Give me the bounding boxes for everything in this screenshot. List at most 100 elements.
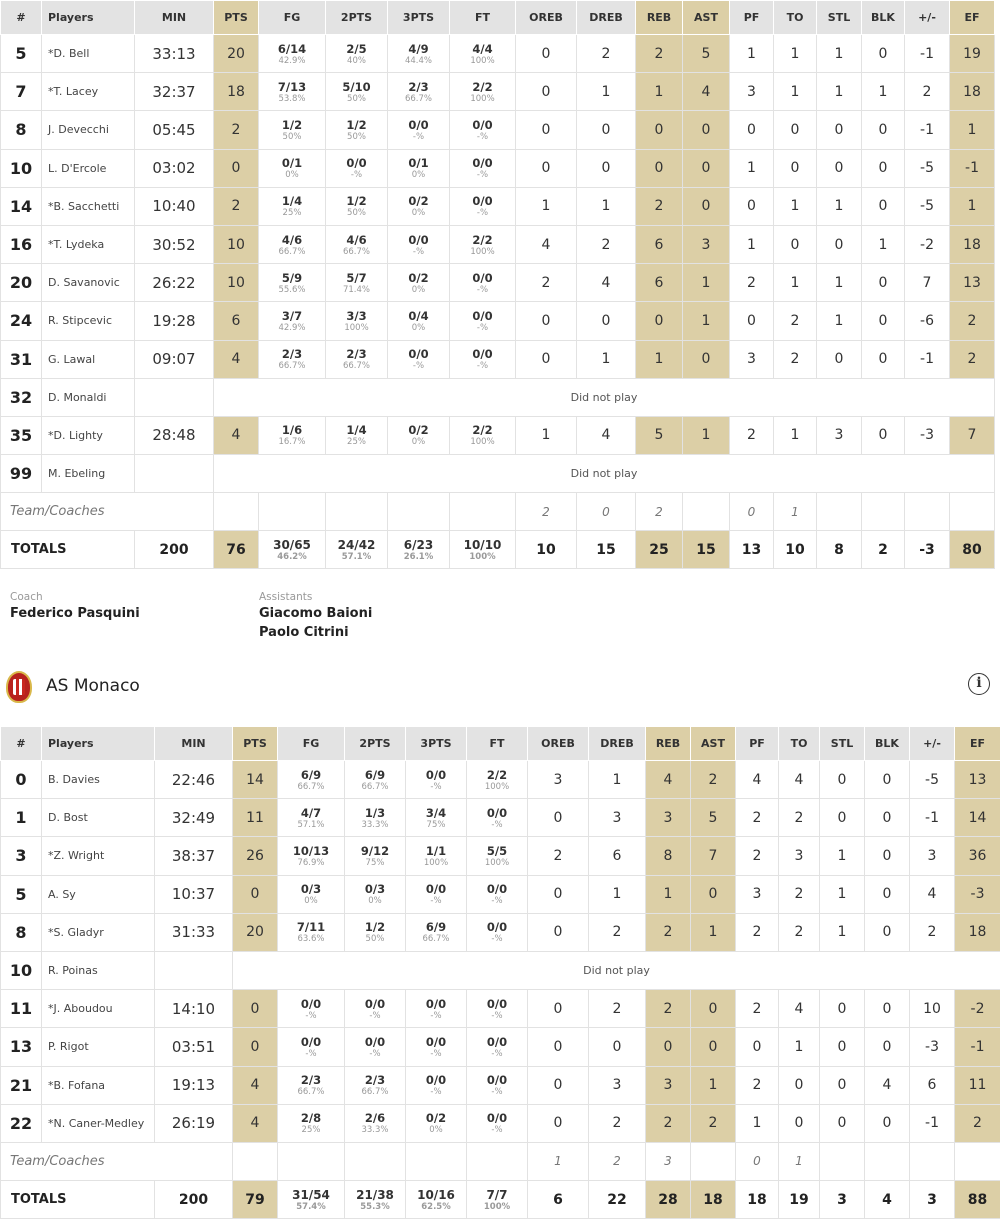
col-header-2pts[interactable]: 2PTS — [344, 726, 406, 761]
pf-cell: 1 — [735, 1103, 779, 1143]
2pts-made-attempted: 0/3 — [364, 882, 386, 897]
dreb-cell: 2 — [588, 1103, 646, 1143]
stl-cell: 0 — [819, 989, 865, 1029]
3pts-cell: 6/9 66.7% — [405, 912, 467, 952]
col-header-player[interactable]: Players — [41, 726, 155, 761]
player-name-link[interactable]: B. Davies — [41, 759, 155, 800]
2pts-made-attempted: 0/0 — [364, 1034, 386, 1049]
col-header-reb[interactable]: REB — [635, 0, 683, 35]
col-header-fg[interactable]: FG — [258, 0, 326, 35]
col-header-3pts[interactable]: 3PTS — [405, 726, 467, 761]
3pts-made-attempted: 0/0 — [425, 882, 447, 897]
pts-cell: 4 — [232, 1103, 278, 1143]
player-name-link[interactable]: *T. Lydeka — [41, 224, 135, 265]
player-name-link[interactable]: *J. Aboudou — [41, 989, 155, 1029]
col-header-min[interactable]: MIN — [134, 0, 214, 35]
col-header-ft[interactable]: FT — [449, 0, 516, 35]
2pts-total-cell: 24/42 57.1% — [325, 530, 388, 570]
player-name-link[interactable]: *N. Caner-Medley — [41, 1103, 155, 1143]
player-name-link[interactable]: J. Devecchi — [41, 110, 135, 150]
col-header-ft[interactable]: FT — [466, 726, 528, 761]
col-header-ast[interactable]: AST — [682, 0, 730, 35]
col-header-min[interactable]: MIN — [154, 726, 233, 761]
ft-cell: 0/0 -% — [449, 186, 516, 226]
player-name-link[interactable]: *T. Lacey — [41, 72, 135, 112]
col-header-ast[interactable]: AST — [690, 726, 736, 761]
player-name-link[interactable]: *B. Fofana — [41, 1065, 155, 1105]
col-header-blk[interactable]: BLK — [861, 0, 905, 35]
fg-percentage: 50% — [282, 131, 302, 142]
player-name-link[interactable]: D. Monaldi — [41, 377, 135, 417]
col-header-oreb[interactable]: OREB — [527, 726, 589, 761]
fg-made-attempted: 2/3 — [300, 1073, 322, 1088]
player-name-link[interactable]: *Z. Wright — [41, 836, 155, 876]
2pts-made-attempted: 1/3 — [364, 805, 386, 820]
2pts-total-percentage: 57.1% — [341, 551, 372, 562]
ft-made-attempted: 0/0 — [486, 996, 508, 1011]
col-header-ef[interactable]: EF — [949, 0, 995, 35]
2pts-percentage: 75% — [365, 857, 385, 868]
fg-cell: 2/3 66.7% — [258, 339, 326, 379]
col-header-stl[interactable]: STL — [816, 0, 862, 35]
player-row: 8 *S. Gladyr 31:33 20 7/11 63.6% 1/2 50% 6/9 66.7… — [0, 912, 1000, 952]
col-header-3pts[interactable]: 3PTS — [387, 0, 450, 35]
minutes-cell: 32:37 — [134, 72, 214, 112]
col-header-plus-minus[interactable]: +/- — [904, 0, 950, 35]
player-name-link[interactable]: M. Ebeling — [41, 454, 135, 494]
fg-made-attempted: 10/13 — [292, 843, 330, 858]
col-header-to[interactable]: TO — [778, 726, 820, 761]
plus-minus-cell: -1 — [909, 1103, 955, 1143]
col-header-dreb[interactable]: DREB — [576, 0, 636, 35]
player-name-link[interactable]: D. Bost — [41, 798, 155, 838]
3pts-percentage: 0% — [429, 1125, 443, 1136]
info-icon[interactable]: i — [968, 673, 990, 695]
col-header-fg[interactable]: FG — [277, 726, 345, 761]
oreb-cell: 0 — [515, 148, 577, 188]
fg-percentage: 53.8% — [278, 93, 306, 104]
col-header-to[interactable]: TO — [773, 0, 817, 35]
col-header-dreb[interactable]: DREB — [588, 726, 646, 761]
col-header-pts[interactable]: PTS — [213, 0, 259, 35]
player-name-link[interactable]: *S. Gladyr — [41, 912, 155, 952]
ft-percentage: -% — [491, 1010, 503, 1021]
col-header-blk[interactable]: BLK — [864, 726, 910, 761]
col-header-no[interactable]: # — [0, 726, 42, 761]
player-name-link[interactable]: R. Stipcevic — [41, 301, 135, 341]
plus-minus-cell: -5 — [904, 148, 950, 188]
col-header-ef[interactable]: EF — [954, 726, 1000, 761]
col-header-no[interactable]: # — [0, 0, 42, 35]
blk-team-cell — [864, 1141, 910, 1182]
player-name-link[interactable]: *B. Sacchetti — [41, 186, 135, 226]
fg-made-attempted: 6/9 — [300, 767, 322, 782]
col-header-reb[interactable]: REB — [645, 726, 691, 761]
col-header-plus-minus[interactable]: +/- — [909, 726, 955, 761]
ft-cell: 0/0 -% — [466, 912, 528, 952]
player-name-link[interactable]: *D. Lighty — [41, 415, 135, 456]
minutes-cell: 33:13 — [134, 33, 214, 74]
3pts-made-attempted: 0/1 — [408, 156, 429, 171]
col-header-oreb[interactable]: OREB — [515, 0, 577, 35]
col-header-pf[interactable]: PF — [735, 726, 779, 761]
player-row: 14 *B. Sacchetti 10:40 2 1/4 25% 1/2 50% 0/2 0% 0/… — [0, 186, 995, 226]
pf-cell: 2 — [729, 263, 774, 303]
player-name-link[interactable]: A. Sy — [41, 874, 155, 914]
col-header-player[interactable]: Players — [41, 0, 135, 35]
col-header-pts[interactable]: PTS — [232, 726, 278, 761]
2pts-cell: 1/2 50% — [325, 186, 388, 226]
player-name-link[interactable]: D. Savanovic — [41, 263, 135, 303]
2pts-cell: 1/4 25% — [325, 415, 388, 456]
reb-cell: 0 — [635, 110, 683, 150]
player-name-link[interactable]: L. D'Ercole — [41, 148, 135, 188]
player-name-link[interactable]: G. Lawal — [41, 339, 135, 379]
player-name-link[interactable]: R. Poinas — [41, 950, 155, 991]
col-header-pf[interactable]: PF — [729, 0, 774, 35]
minutes-cell: 32:49 — [154, 798, 233, 838]
3pts-cell: 0/0 -% — [405, 1065, 467, 1105]
player-name-link[interactable]: *D. Bell — [41, 33, 135, 74]
plus-minus-cell: 2 — [909, 912, 955, 952]
stl-cell: 0 — [819, 1065, 865, 1105]
col-header-stl[interactable]: STL — [819, 726, 865, 761]
player-name-link[interactable]: P. Rigot — [41, 1027, 155, 1067]
col-header-2pts[interactable]: 2PTS — [325, 0, 388, 35]
plus-minus-cell: -2 — [904, 224, 950, 265]
